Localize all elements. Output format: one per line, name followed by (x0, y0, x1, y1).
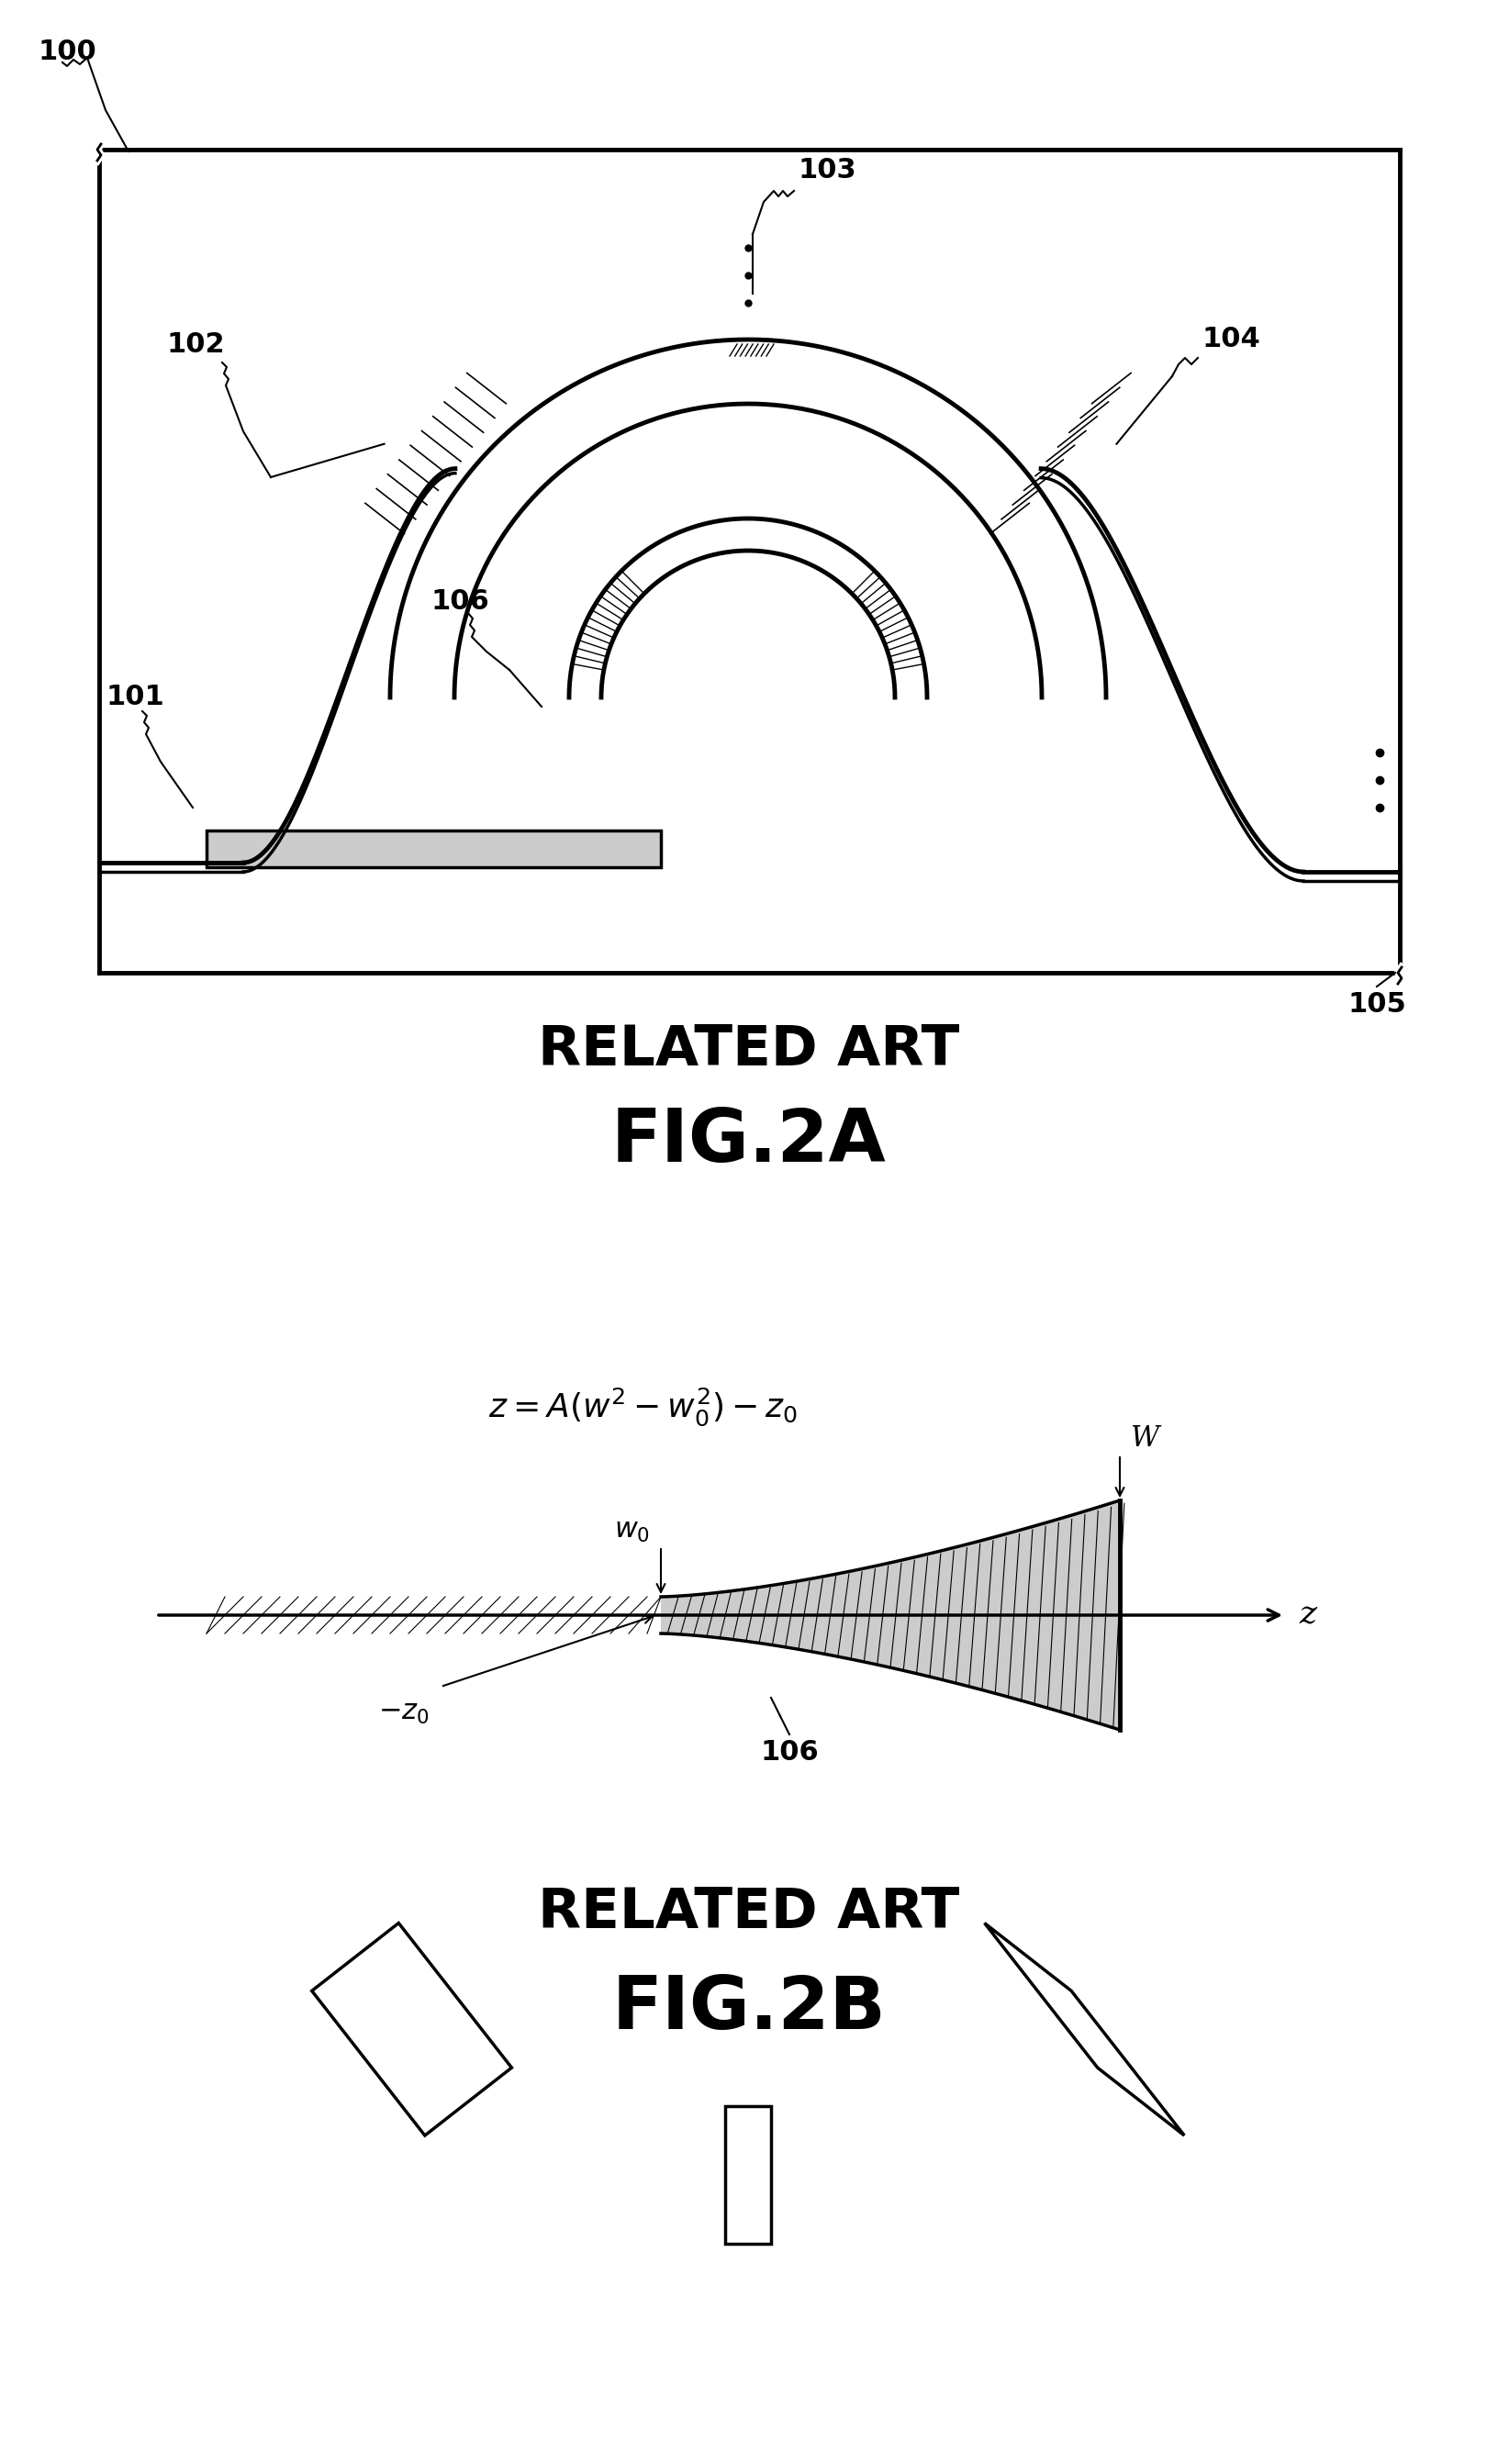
Polygon shape (984, 1922, 1183, 2136)
Text: 105: 105 (1347, 991, 1405, 1018)
Text: RELATED ART: RELATED ART (538, 1885, 959, 1939)
Text: z: z (1299, 1599, 1315, 1631)
Text: 106: 106 (759, 1740, 818, 1767)
Text: 104: 104 (1201, 325, 1260, 352)
Text: FIG.2A: FIG.2A (611, 1106, 885, 1178)
Text: $w_0$: $w_0$ (614, 1515, 650, 1545)
Text: FIG.2B: FIG.2B (611, 1974, 885, 2045)
Polygon shape (389, 340, 1106, 697)
Text: $z = A(w^2 - w_0^2) - z_0$: $z = A(w^2 - w_0^2) - z_0$ (488, 1385, 797, 1427)
Text: 106: 106 (431, 589, 490, 614)
Text: 102: 102 (166, 330, 225, 357)
Polygon shape (312, 1922, 511, 2136)
Polygon shape (661, 1501, 1119, 1730)
Text: 101: 101 (106, 685, 165, 710)
Polygon shape (207, 830, 661, 867)
Polygon shape (725, 2107, 770, 2245)
Text: RELATED ART: RELATED ART (538, 1023, 959, 1077)
Text: W: W (1129, 1424, 1159, 1454)
Text: 100: 100 (39, 39, 97, 64)
Text: $-z_0$: $-z_0$ (377, 1698, 428, 1727)
Text: 103: 103 (798, 158, 857, 182)
